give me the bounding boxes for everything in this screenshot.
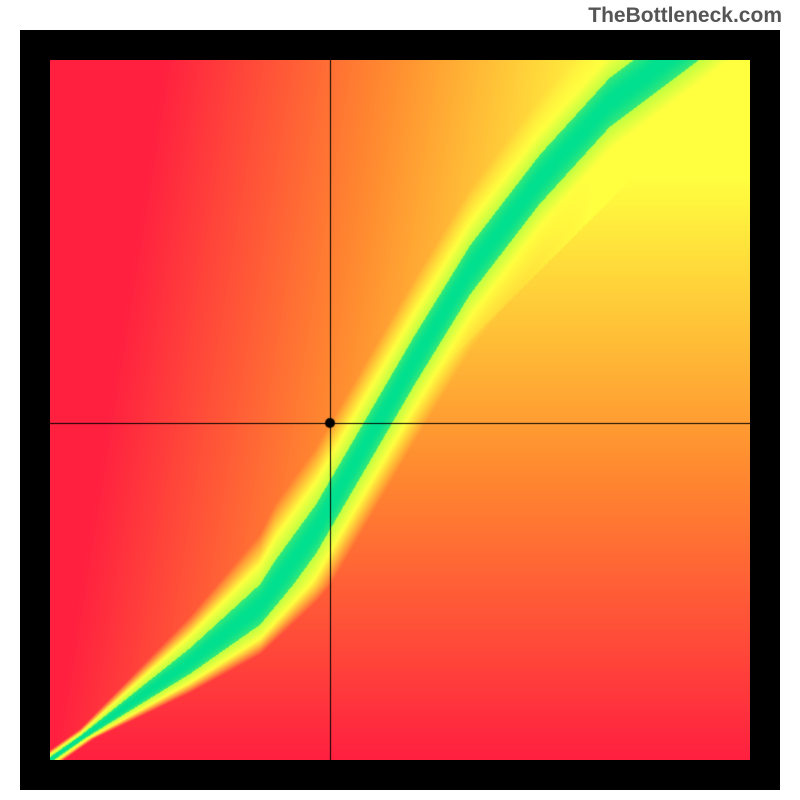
heatmap-canvas [50,60,750,760]
chart-outer-frame [20,30,780,790]
watermark-text: TheBottleneck.com [588,4,782,28]
page-container: TheBottleneck.com [0,0,800,800]
chart-heatmap [50,60,750,760]
